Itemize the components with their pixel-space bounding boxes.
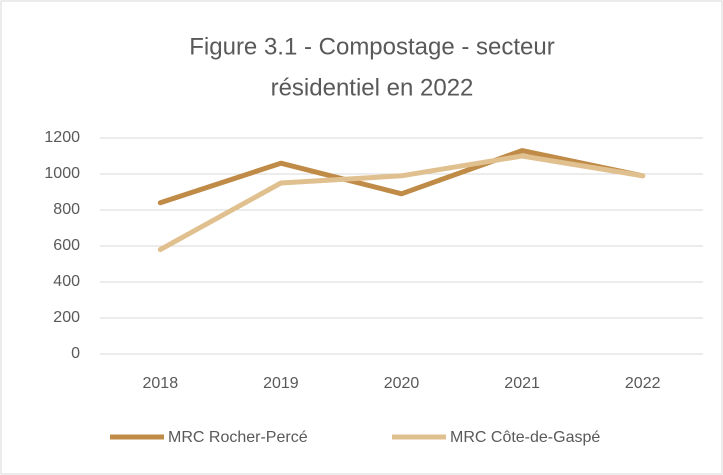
y-tick-label: 1000 [44, 165, 80, 182]
x-tick-label: 2018 [143, 375, 179, 392]
y-tick-label: 1200 [44, 129, 80, 146]
x-tick-label: 2020 [384, 375, 420, 392]
legend-label: MRC Rocher-Percé [168, 429, 308, 446]
y-tick-label: 400 [53, 273, 80, 290]
y-tick-label: 0 [71, 345, 80, 362]
legend-label: MRC Côte-de-Gaspé [450, 429, 600, 446]
x-tick-label: 2021 [504, 375, 540, 392]
chart-title: Figure 3.1 - Compostage - secteur [189, 33, 555, 60]
data-line [157, 153, 646, 253]
x-tick-label: 2019 [263, 375, 299, 392]
y-tick-label: 800 [53, 201, 80, 218]
chart-title: résidentiel en 2022 [271, 74, 474, 101]
y-tick-label: 200 [53, 309, 80, 326]
y-tick-label: 600 [53, 237, 80, 254]
x-tick-label: 2022 [625, 375, 661, 392]
data-line [157, 148, 646, 206]
